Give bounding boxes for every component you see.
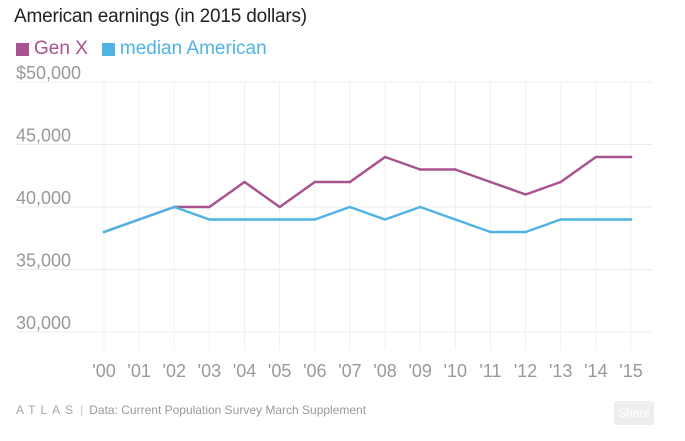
x-tick-label: '10 [444,361,467,381]
data-point [524,193,527,196]
data-point [454,218,457,221]
x-tick-label: '09 [408,361,431,381]
data-point [313,218,316,221]
data-point [102,230,106,234]
x-tick-label: '00 [92,361,115,381]
y-tick-label: $50,000 [16,63,81,83]
data-point [278,218,281,221]
data-point [278,205,281,209]
x-tick-label: '01 [127,361,150,381]
y-tick-label: 35,000 [16,251,71,271]
legend: Gen X median American [16,38,281,60]
data-point [559,180,562,184]
chart-title: American earnings (in 2015 dollars) [14,6,307,27]
x-tick-label: '14 [584,361,607,381]
legend-swatch-median-american [101,42,115,56]
data-point [137,218,141,221]
legend-item-median-american: median American [101,38,267,60]
data-point [173,205,176,209]
data-point [489,180,492,184]
x-tick-label: '06 [303,361,326,381]
data-point [208,218,211,221]
data-point [243,180,246,184]
series-line-median-american [102,205,633,234]
legend-swatch-gen-x [16,42,29,56]
x-tick-label: '03 [198,361,221,381]
x-tick-label: '11 [479,361,501,381]
x-tick-label: '05 [268,361,291,381]
x-tick-label: '15 [619,361,642,381]
footer: ATLAS | Data: Current Population Survey … [16,403,366,417]
x-tick-label: '12 [514,361,537,381]
data-point [489,230,492,234]
data-point [313,180,316,184]
data-point [629,218,633,221]
y-tick-label: 40,000 [16,188,71,208]
series-line-gen-x [102,155,633,234]
legend-label-gen-x: Gen X [34,38,88,59]
x-tick-label: '07 [338,361,361,381]
y-tick-label: 45,000 [16,126,71,146]
data-point [348,205,352,209]
x-tick-label: '08 [373,361,396,381]
data-point [383,155,387,159]
data-point [454,168,457,171]
data-point [419,205,422,209]
data-point [383,218,387,221]
data-point [524,230,527,234]
legend-item-gen-x: Gen X [16,38,88,60]
footer-separator: | [80,403,84,417]
data-point [348,180,352,184]
atlas-logo: ATLAS [16,403,79,417]
data-point [594,155,598,159]
data-point [243,218,246,221]
data-point [419,168,422,171]
share-button[interactable]: Share [614,401,654,425]
data-point [629,155,633,159]
data-point [594,218,598,221]
data-point [559,218,562,221]
legend-label-median-american: median American [119,38,267,59]
x-tick-label: '04 [233,361,256,381]
y-tick-label: 30,000 [16,313,71,333]
x-tick-label: '02 [163,361,186,381]
data-point [208,205,211,209]
x-tick-label: '13 [549,361,572,381]
data-source: Data: Current Population Survey March Su… [89,403,367,417]
